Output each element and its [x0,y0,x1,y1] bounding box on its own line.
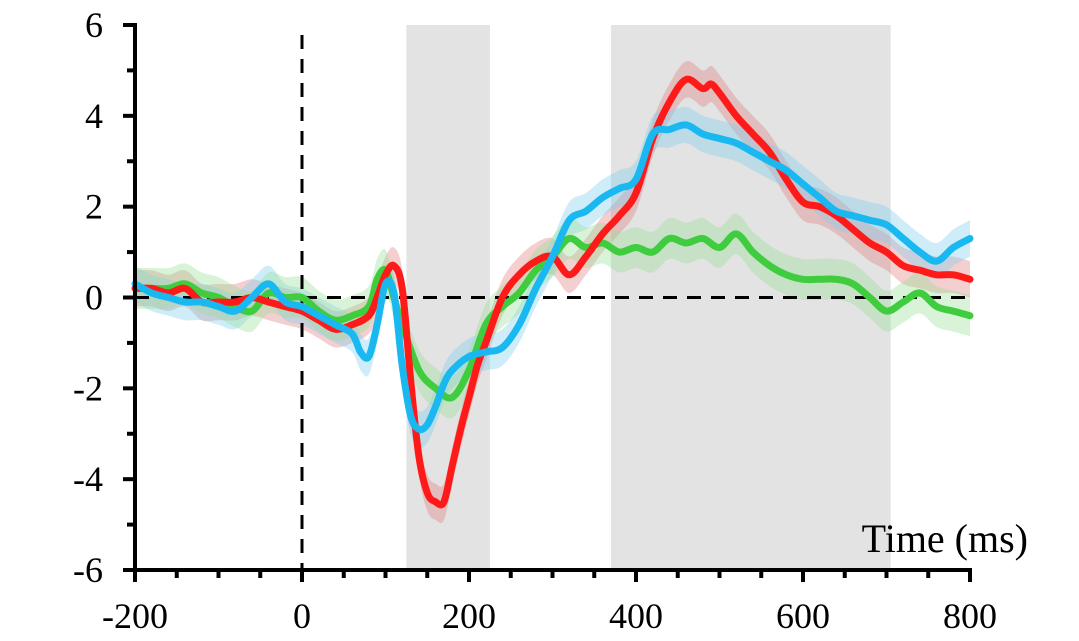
series-1-line [131,75,974,509]
y-tick-label: -2 [73,368,103,408]
y-tick-label: 0 [85,278,103,318]
reference-lines [135,35,970,570]
series-3-band [135,213,970,419]
y-tick-label: 6 [85,5,103,45]
y-tick-label: 2 [85,187,103,227]
y-tick-label: -4 [73,459,103,499]
x-axis-title: Time (ms) [862,516,1028,561]
y-tick-label: -6 [73,550,103,590]
confidence-bands [135,61,970,524]
x-tick-label: 400 [609,596,663,636]
x-tick-label: -200 [102,596,168,636]
axes: -6 -4 -2 0 2 4 6 -200 0 200 400 600 800 [73,5,997,636]
series-lines [131,75,974,509]
x-tick-label: 0 [293,596,311,636]
x-tick-label: 200 [442,596,496,636]
x-tick-label: 800 [943,596,997,636]
series-2-line [131,121,974,434]
y-tick-label: 4 [85,96,103,136]
x-tick-label: 600 [776,596,830,636]
